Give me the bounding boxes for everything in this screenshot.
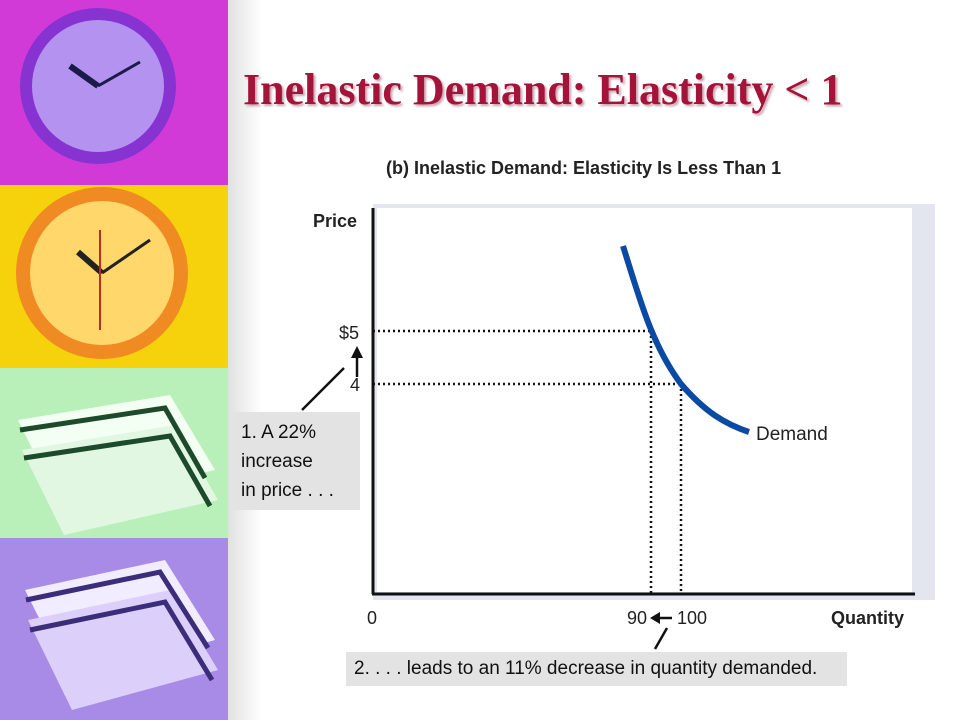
decorative-photo-strip bbox=[0, 0, 228, 720]
quantity-change-arrowhead bbox=[650, 612, 660, 624]
x-axis-label: Quantity bbox=[831, 608, 905, 628]
callout-line: in price . . . bbox=[241, 480, 334, 501]
price-callout-leader bbox=[301, 367, 345, 411]
demand-curve bbox=[620, 245, 750, 435]
plot-area bbox=[377, 208, 912, 592]
price-change-callout: 1. A 22% increase in price . . . bbox=[232, 412, 360, 510]
chart-title: (b) Inelastic Demand: Elasticity Is Less… bbox=[386, 158, 782, 178]
price-tick-label: 4 bbox=[350, 375, 361, 395]
quantity-callout-leader bbox=[653, 627, 669, 650]
callout-line: increase bbox=[241, 451, 313, 472]
quantity-change-callout: 2. . . . leads to an 11% decrease in qua… bbox=[346, 652, 847, 686]
strip-shadow bbox=[228, 0, 262, 720]
quantity-tick-label: 90 bbox=[627, 608, 648, 628]
demand-curve-label: Demand bbox=[756, 424, 828, 445]
price-tick-label: $5 bbox=[339, 323, 360, 343]
price-change-arrowhead bbox=[351, 346, 363, 358]
slide-title: Inelastic Demand: Elasticity < 1 bbox=[243, 65, 843, 114]
origin-label: 0 bbox=[367, 608, 378, 628]
y-axis-label: Price bbox=[313, 211, 358, 231]
quantity-tick-label: 100 bbox=[677, 608, 708, 628]
callout-line: 1. A 22% bbox=[241, 422, 317, 443]
